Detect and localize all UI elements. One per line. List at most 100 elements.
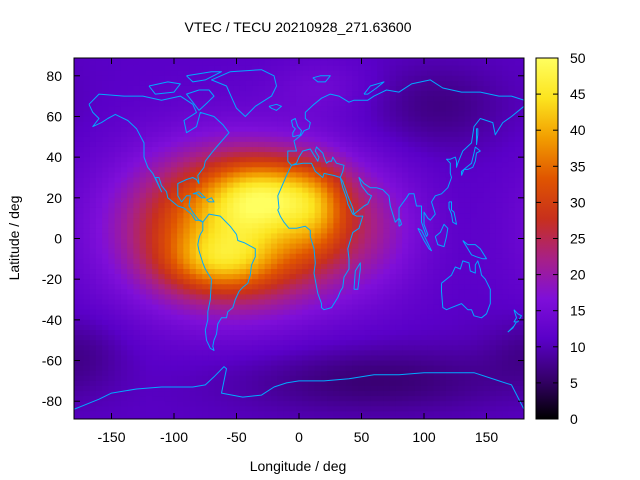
heat-cell (345, 289, 353, 296)
heat-cell (395, 324, 403, 331)
heat-cell (464, 121, 472, 128)
heat-cell (183, 126, 191, 133)
heat-cell (270, 65, 278, 72)
heat-cell (74, 192, 78, 199)
heat-cell (308, 80, 316, 87)
heat-cell (89, 136, 97, 143)
heat-cell (402, 60, 409, 67)
heat-cell (239, 233, 247, 240)
heat-cell (183, 228, 191, 235)
heat-cell (439, 350, 447, 357)
heat-cell (145, 146, 153, 153)
heat-cell (452, 141, 459, 148)
heat-cell (177, 182, 184, 189)
heat-cell (308, 370, 316, 377)
heat-cell (333, 207, 341, 214)
heat-cell (108, 233, 116, 240)
heat-cell (439, 58, 447, 62)
heat-cell (389, 75, 397, 82)
heat-cell (95, 223, 103, 229)
heat-cell (358, 304, 366, 311)
heat-cell (108, 330, 116, 336)
heat-cell (177, 309, 184, 316)
heat-cell (364, 238, 372, 245)
heat-cell (74, 182, 78, 189)
heat-cell (414, 299, 422, 306)
heat-cell (514, 101, 522, 107)
heat-cell (195, 202, 203, 209)
heat-cell (339, 101, 347, 107)
heat-cell (245, 228, 253, 235)
heat-cell (170, 233, 178, 240)
heat-cell (120, 197, 128, 204)
heat-cell (177, 141, 184, 148)
heat-cell (295, 202, 303, 209)
heat-cell (95, 116, 103, 123)
heat-cell (458, 284, 466, 290)
heat-cell (289, 258, 297, 265)
heat-cell (145, 218, 153, 224)
heat-cell (170, 172, 178, 179)
heat-cell (83, 340, 91, 346)
heat-cell (289, 152, 297, 158)
heat-cell (270, 274, 278, 280)
heat-cell (95, 258, 103, 265)
heat-cell (258, 228, 266, 235)
heat-cell (164, 106, 172, 112)
heat-cell (102, 391, 109, 397)
heat-cell (102, 238, 109, 245)
heat-cell (202, 284, 209, 290)
heat-cell (389, 172, 397, 179)
heat-cell (83, 60, 91, 67)
heat-cell (389, 65, 397, 72)
heat-cell (233, 146, 241, 153)
heat-cell (120, 192, 128, 199)
heat-cell (308, 340, 316, 346)
heat-cell (364, 111, 372, 118)
heat-cell (164, 223, 172, 229)
heat-cell (170, 65, 178, 72)
heat-cell (74, 146, 78, 153)
heat-cell (345, 213, 353, 219)
heat-cell (233, 187, 241, 194)
heat-cell (152, 370, 159, 377)
heat-cell (364, 182, 372, 189)
heat-cell (377, 70, 384, 77)
heat-cell (227, 58, 234, 62)
heat-cell (464, 101, 472, 107)
heat-cell (95, 243, 103, 250)
heat-cell (283, 197, 291, 204)
heat-cell (420, 167, 428, 173)
heat-cell (277, 126, 284, 133)
heat-cell (208, 324, 216, 331)
heat-cell (208, 391, 216, 397)
heat-cell (258, 330, 266, 336)
heat-cell (177, 350, 184, 357)
heat-cell (202, 274, 209, 280)
heat-cell (345, 162, 353, 168)
heat-cell (220, 182, 228, 189)
heat-cell (302, 345, 309, 351)
heat-cell (127, 284, 134, 290)
heat-cell (289, 141, 297, 148)
heat-cell (245, 391, 253, 397)
heat-cell (514, 106, 522, 112)
heat-cell (177, 213, 184, 219)
heat-cell (458, 238, 466, 245)
heat-cell (177, 136, 184, 143)
heat-cell (108, 80, 116, 87)
heat-cell (227, 385, 234, 392)
heat-cell (333, 375, 341, 382)
heat-cell (520, 294, 524, 301)
heat-cell (158, 146, 166, 153)
heat-cell (145, 401, 153, 407)
heat-cell (139, 391, 147, 397)
heat-cell (477, 350, 484, 357)
heat-cell (389, 355, 397, 362)
heat-cell (433, 106, 441, 112)
heat-cell (370, 218, 378, 224)
heat-cell (458, 345, 466, 351)
heat-cell (270, 197, 278, 204)
heat-cell (420, 380, 428, 387)
heat-cell (289, 228, 297, 235)
